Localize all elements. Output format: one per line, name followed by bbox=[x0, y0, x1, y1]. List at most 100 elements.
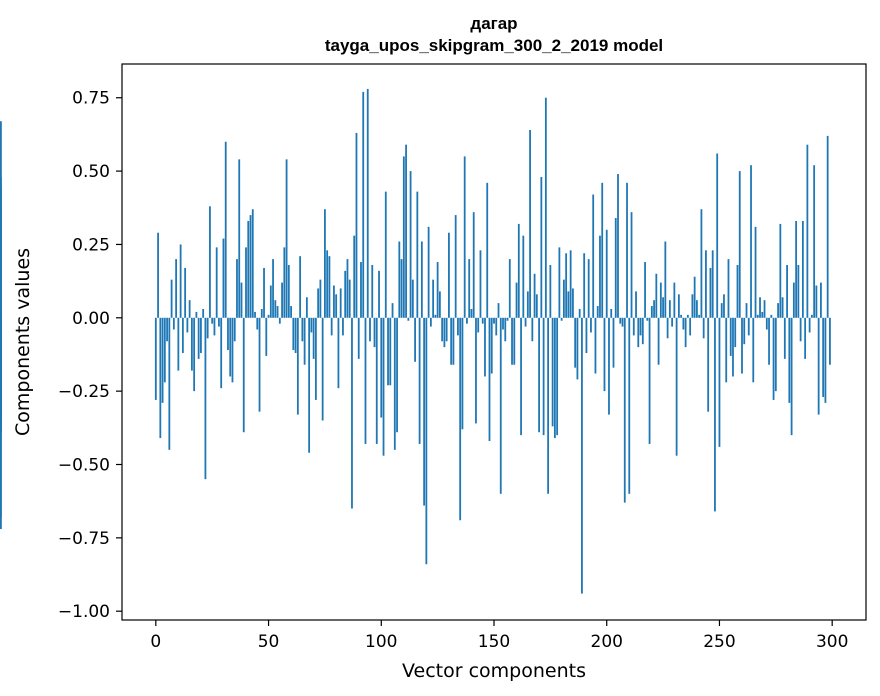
bar bbox=[499, 317, 502, 494]
bar bbox=[698, 314, 701, 318]
bar bbox=[662, 297, 664, 318]
bar bbox=[466, 317, 468, 324]
bar bbox=[822, 317, 825, 398]
bar bbox=[206, 317, 209, 339]
bar bbox=[0, 176, 2, 318]
bar bbox=[326, 250, 329, 318]
x-axis-label: Vector components bbox=[402, 660, 586, 682]
bar bbox=[601, 182, 604, 318]
bar bbox=[454, 215, 457, 318]
bar bbox=[220, 317, 223, 389]
bar bbox=[777, 303, 779, 318]
bar bbox=[768, 317, 770, 365]
bar bbox=[565, 253, 568, 318]
bar bbox=[720, 303, 723, 318]
bar bbox=[296, 317, 299, 415]
bar bbox=[441, 317, 444, 342]
bar bbox=[369, 317, 371, 342]
bar bbox=[700, 209, 703, 318]
bar bbox=[242, 317, 245, 433]
bar bbox=[486, 182, 489, 318]
y-tick-label: −0.25 bbox=[58, 382, 110, 402]
x-tick-label: 100 bbox=[365, 632, 397, 652]
bar bbox=[490, 317, 493, 374]
bar bbox=[290, 306, 292, 318]
bar bbox=[333, 285, 335, 318]
bar bbox=[398, 241, 401, 318]
bar bbox=[596, 306, 599, 318]
bar bbox=[477, 317, 480, 333]
bar bbox=[792, 282, 795, 318]
bar bbox=[686, 314, 689, 318]
bar bbox=[188, 300, 191, 318]
bar bbox=[594, 317, 597, 374]
bar bbox=[292, 317, 295, 351]
y-tick-label: −0.50 bbox=[58, 455, 110, 475]
bar bbox=[193, 317, 196, 392]
bar bbox=[256, 317, 259, 330]
bar bbox=[716, 153, 719, 318]
bar bbox=[353, 235, 356, 318]
bar bbox=[806, 144, 809, 318]
bar bbox=[639, 317, 642, 336]
bar bbox=[603, 317, 606, 392]
bar bbox=[396, 317, 398, 433]
bar bbox=[249, 215, 252, 318]
bar bbox=[772, 317, 775, 400]
bar bbox=[752, 317, 755, 383]
bar bbox=[732, 317, 734, 377]
bar bbox=[759, 297, 761, 318]
bar bbox=[227, 317, 229, 351]
bar bbox=[623, 317, 626, 503]
bar bbox=[278, 317, 281, 324]
bar bbox=[204, 317, 207, 480]
bar bbox=[614, 218, 617, 318]
bar bbox=[310, 317, 313, 333]
chart-subtitle: tayga_upos_skipgram_300_2_2019 model bbox=[325, 36, 663, 55]
bar bbox=[693, 276, 696, 318]
bar bbox=[626, 182, 628, 318]
bar bbox=[351, 317, 353, 509]
bar bbox=[411, 279, 414, 318]
bar bbox=[790, 317, 793, 436]
bar bbox=[175, 259, 178, 318]
bar bbox=[240, 282, 243, 318]
bar bbox=[283, 247, 286, 318]
bar bbox=[159, 317, 162, 439]
bar bbox=[617, 174, 619, 318]
bar bbox=[630, 212, 633, 318]
bar bbox=[756, 314, 759, 318]
bar bbox=[736, 264, 739, 318]
y-tick-label: 0.50 bbox=[72, 162, 110, 182]
bar bbox=[0, 317, 2, 356]
y-tick-label: 0.25 bbox=[72, 235, 110, 255]
bar bbox=[213, 317, 216, 336]
bar bbox=[572, 288, 574, 318]
bar bbox=[808, 317, 811, 333]
bar bbox=[479, 250, 482, 318]
bar bbox=[578, 308, 581, 318]
bar bbox=[450, 317, 453, 365]
bar bbox=[245, 247, 247, 318]
bar bbox=[544, 97, 547, 318]
bar bbox=[402, 156, 405, 318]
bar bbox=[495, 317, 498, 336]
bar bbox=[459, 317, 462, 521]
bar bbox=[303, 317, 306, 365]
bar bbox=[389, 317, 392, 386]
bar bbox=[765, 317, 768, 330]
bar bbox=[233, 317, 236, 342]
bar bbox=[723, 294, 725, 318]
bar bbox=[305, 297, 308, 318]
bar bbox=[702, 317, 705, 339]
y-tick-label: −0.75 bbox=[58, 529, 110, 549]
bar bbox=[696, 300, 698, 318]
bar bbox=[172, 317, 175, 330]
bar bbox=[745, 303, 748, 318]
bar bbox=[269, 285, 272, 318]
bar bbox=[247, 220, 250, 318]
bar bbox=[380, 317, 383, 418]
bar bbox=[628, 317, 631, 494]
bar bbox=[705, 250, 707, 318]
